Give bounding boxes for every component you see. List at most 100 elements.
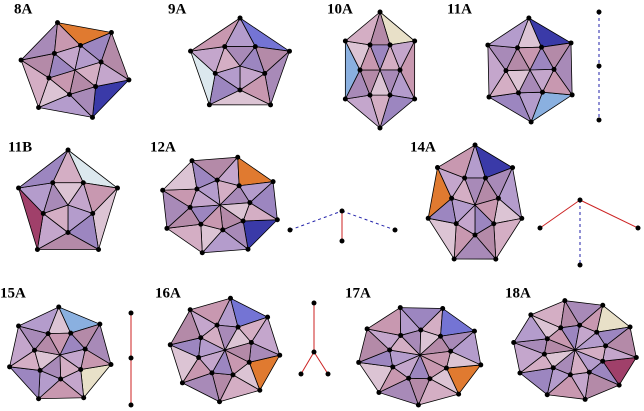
vertex	[34, 246, 40, 252]
vertex	[65, 229, 71, 235]
vertex	[633, 354, 639, 360]
vertex	[270, 179, 276, 185]
vertex	[265, 314, 271, 320]
vertex	[510, 165, 516, 171]
vertex	[277, 352, 283, 358]
vertex	[108, 30, 114, 36]
vertex	[188, 48, 194, 54]
vertex	[32, 347, 38, 353]
vertex	[222, 44, 228, 50]
vertex	[236, 183, 242, 189]
vertex	[189, 158, 195, 164]
vertex	[7, 364, 13, 370]
vertex	[257, 387, 263, 393]
vertex	[36, 396, 42, 402]
vertex	[89, 114, 95, 120]
vertex	[569, 92, 575, 98]
face	[165, 223, 203, 254]
vertex	[511, 340, 517, 346]
vertex	[448, 348, 454, 354]
vertex	[387, 92, 393, 98]
vertex	[51, 50, 57, 56]
vertex	[472, 142, 478, 148]
vertex	[367, 92, 373, 98]
vertex	[478, 362, 484, 368]
vertex	[503, 68, 509, 74]
vertex	[586, 369, 592, 375]
vertex	[412, 38, 418, 44]
vertex	[199, 250, 205, 256]
face	[74, 61, 102, 88]
vertex	[425, 215, 431, 221]
vertex	[67, 92, 73, 98]
vertex	[582, 396, 588, 402]
label: 8A	[14, 2, 33, 18]
vertex	[418, 327, 424, 333]
vertex	[78, 367, 84, 373]
vertex	[246, 359, 252, 365]
vertex	[18, 57, 24, 63]
vertex	[58, 376, 64, 382]
vertex	[286, 48, 292, 54]
vertex	[237, 87, 243, 93]
face	[223, 341, 252, 363]
vertex	[364, 326, 370, 332]
vertex	[81, 395, 87, 401]
vertex	[196, 355, 202, 361]
vertex	[568, 40, 574, 46]
vertex	[526, 15, 532, 21]
vertex	[230, 372, 236, 378]
vertex	[528, 119, 534, 125]
vertex	[415, 402, 421, 408]
vertex	[80, 180, 86, 186]
vertex	[217, 399, 223, 405]
vertex	[387, 347, 393, 353]
vertex	[220, 227, 226, 233]
vertex	[367, 42, 373, 48]
vertex	[235, 154, 241, 160]
vertex	[387, 42, 393, 48]
vertex	[187, 307, 193, 313]
label: 15A	[0, 286, 26, 302]
vertex	[342, 38, 348, 44]
face	[369, 44, 391, 72]
vertex	[167, 342, 173, 348]
vertex	[235, 324, 241, 330]
vertex	[209, 370, 215, 376]
vertex	[539, 44, 545, 50]
vertex	[160, 187, 166, 193]
vertex	[214, 177, 220, 183]
vertex	[427, 376, 433, 382]
label: 12A	[150, 140, 176, 156]
vertex	[594, 329, 600, 335]
vertex	[453, 221, 459, 227]
face	[464, 177, 487, 207]
vertex	[627, 324, 633, 330]
face	[493, 217, 523, 261]
vertex	[237, 15, 243, 21]
vertex	[96, 247, 102, 253]
vertex	[356, 359, 362, 365]
vertex	[240, 218, 246, 224]
vertex	[544, 336, 550, 342]
vertex	[443, 365, 449, 371]
vertex	[206, 102, 212, 108]
vertex	[262, 70, 268, 76]
face	[242, 219, 279, 251]
vertex	[567, 372, 573, 378]
vertex	[212, 70, 218, 76]
vertex	[551, 66, 557, 72]
vertex	[245, 246, 251, 252]
face	[427, 217, 457, 261]
vertex	[16, 185, 22, 191]
vertex	[198, 335, 204, 341]
vertex	[108, 362, 114, 368]
vertex	[412, 96, 418, 102]
vertex	[519, 215, 525, 221]
vertex	[515, 45, 521, 51]
vertex	[377, 9, 383, 15]
vertex	[462, 175, 468, 181]
vertex	[528, 312, 534, 318]
vertex	[390, 364, 396, 370]
vertex	[517, 370, 523, 376]
